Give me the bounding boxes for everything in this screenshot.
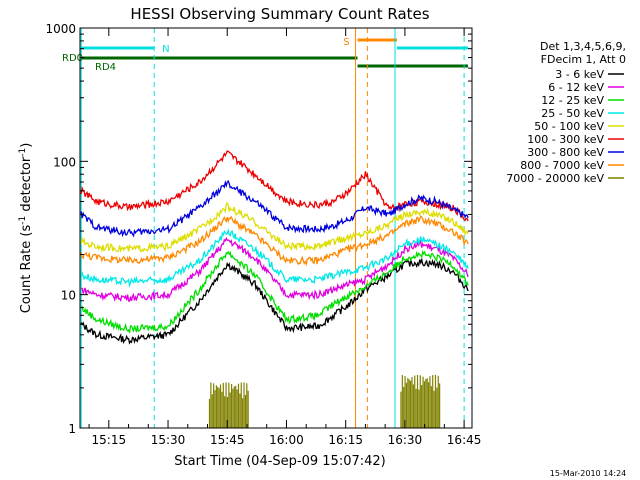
legend-label-7000-20000-kev: 7000 - 20000 keV (506, 172, 604, 185)
y-axis-label-end: ) (19, 143, 34, 148)
series-line-300-800-kev (80, 179, 469, 238)
x-tick-label-5: 16:30 (388, 433, 423, 447)
legend: Det 1,3,4,5,6,9,FDecim 1, Att 0 3 - 6 keV… (506, 40, 626, 185)
legend-label-300-800-kev: 300 - 800 keV (527, 146, 604, 159)
x-tick-label-1: 15:30 (151, 433, 186, 447)
legend-header-0: Det 1,3,4,5,6,9, (540, 40, 626, 53)
annotation-n: N (162, 44, 169, 55)
x-tick-label-2: 15:45 (210, 433, 245, 447)
legend-header-1: FDecim 1, Att 0 (541, 53, 626, 66)
legend-label-6-12-kev: 6 - 12 keV (548, 81, 604, 94)
legend-label-800-7000-kev: 800 - 7000 keV (520, 159, 604, 172)
series-line-25-50-kev (80, 228, 469, 288)
y-axis-label-sup2: -1 (18, 148, 28, 157)
plot-frame (79, 27, 473, 429)
y-axis-label: Count Rate (s-1 detector-1) (18, 143, 34, 314)
y-axis: 1 10 100 1000 (45, 22, 472, 436)
y-tick-label-1: 10 (61, 289, 76, 303)
y-tick-label-2: 100 (53, 155, 76, 169)
y-tick-label-3: 1000 (45, 22, 76, 36)
chart-title: HESSI Observing Summary Count Rates (130, 5, 429, 23)
x-axis-label: Start Time (04-Sep-09 15:07:42) (174, 454, 385, 469)
y-tick-label-0: 1 (68, 422, 76, 436)
legend-label-50-100-kev: 50 - 100 keV (534, 120, 604, 133)
y-axis-label-mid: detector (19, 156, 34, 216)
series-line-6-12-kev (81, 236, 469, 303)
burst-1 (400, 374, 441, 428)
plot-area: N RD0 RD4 S (62, 28, 469, 428)
x-tick-label-4: 16:15 (328, 433, 363, 447)
legend-label-3-6-kev: 3 - 6 keV (555, 68, 604, 81)
legend-label-25-50-kev: 25 - 50 keV (541, 107, 604, 120)
annotation-rd4: RD4 (95, 62, 116, 73)
footer-date: 15-Mar-2010 14:24 (550, 469, 627, 478)
x-axis: 15:15 15:30 15:45 16:00 16:15 16:30 16:45 (88, 28, 482, 447)
series-line-800-7000-kev (80, 215, 469, 267)
y-axis-label-sup1: -1 (18, 216, 28, 225)
x-tick-label-0: 15:15 (92, 433, 127, 447)
series-line-3-6-kev (80, 257, 469, 345)
annotation-rd0: RD0 (62, 53, 83, 64)
x-tick-label-3: 16:00 (269, 433, 304, 447)
y-axis-label-main: Count Rate (s (19, 225, 34, 314)
legend-label-12-25-kev: 12 - 25 keV (541, 94, 604, 107)
annotation-s: S (343, 37, 349, 48)
burst-0 (208, 382, 249, 428)
x-tick-label-6: 16:45 (447, 433, 482, 447)
series-line-12-25-kev (80, 249, 469, 333)
legend-label-100-300-kev: 100 - 300 keV (527, 133, 604, 146)
series-line-50-100-kev (80, 201, 469, 253)
